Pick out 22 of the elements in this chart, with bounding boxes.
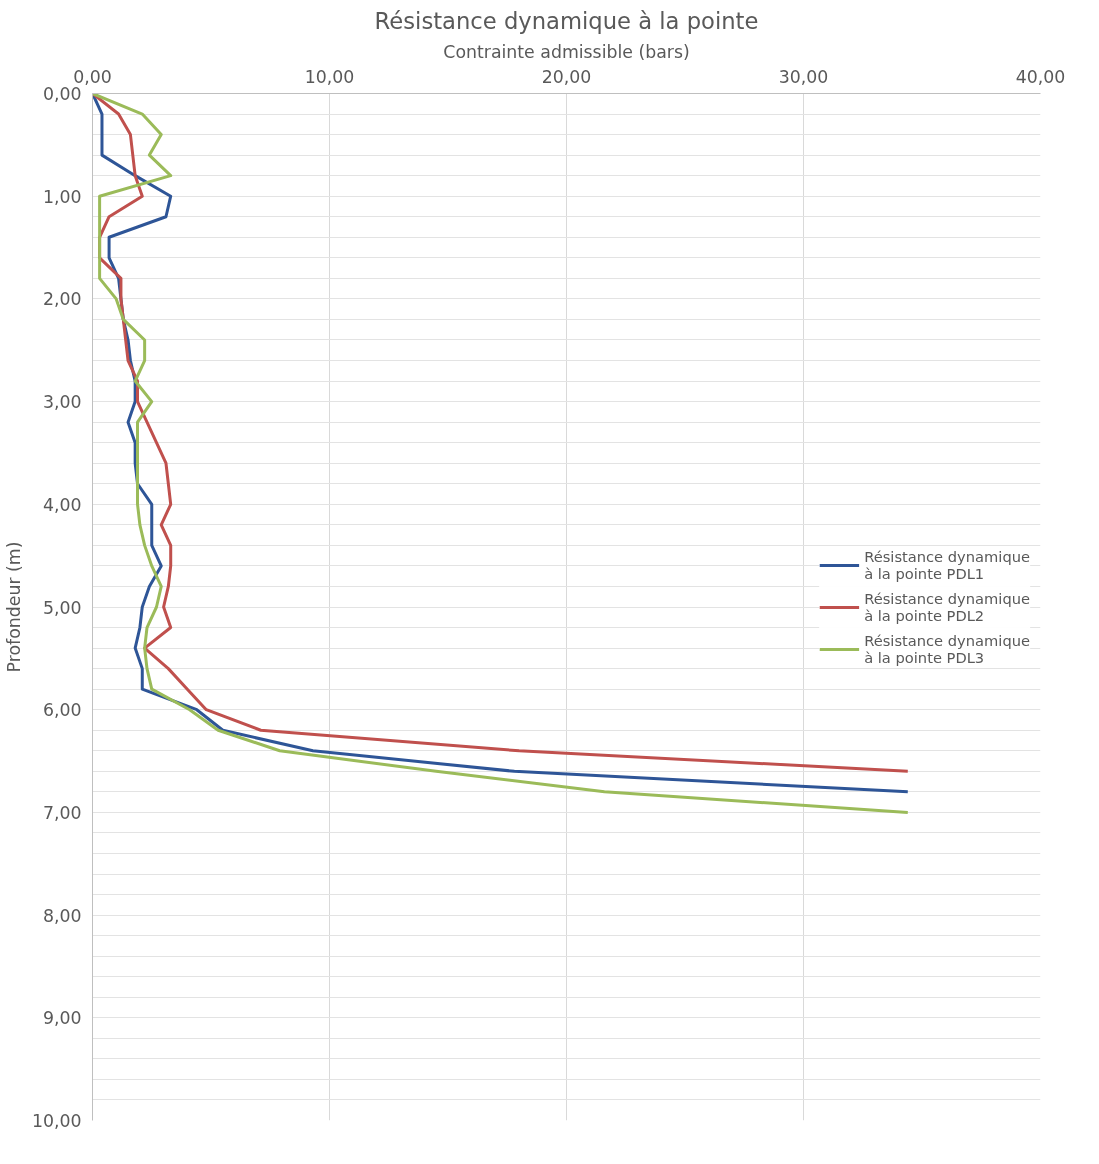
legend-label: Résistance dynamique à la pointe PDL3 [864,631,1030,666]
y-tick-label: 3,00 [42,392,82,413]
x-tick-label: 0,00 [73,66,112,87]
x-tick-label: 10,00 [304,66,355,87]
y-tick-label: 9,00 [42,1008,82,1029]
y-tick-label: 4,00 [42,494,82,515]
y-tick-label: 0,00 [42,84,82,104]
y-tick-label: 2,00 [42,289,82,310]
y-tick-label: 7,00 [42,802,82,823]
y-tick-label: 8,00 [42,905,82,926]
x-tick-label: 40,00 [1015,66,1066,87]
y-axis-title: Profondeur (m) [3,541,24,673]
y-tick-label: 10,00 [31,1111,82,1131]
x-tick-label: 20,00 [541,66,592,87]
y-tick-label: 6,00 [42,700,82,721]
legend-label: Résistance dynamique à la pointe PDL1 [864,547,1030,582]
y-tick-label: 1,00 [42,186,82,207]
chart-title: Résistance dynamique à la pointe [374,7,759,34]
x-axis-title: Contrainte admissible (bars) [443,41,690,62]
x-tick-label: 30,00 [778,66,829,87]
legend-label: Résistance dynamique à la pointe PDL2 [864,589,1030,624]
y-tick-label: 5,00 [42,597,82,618]
